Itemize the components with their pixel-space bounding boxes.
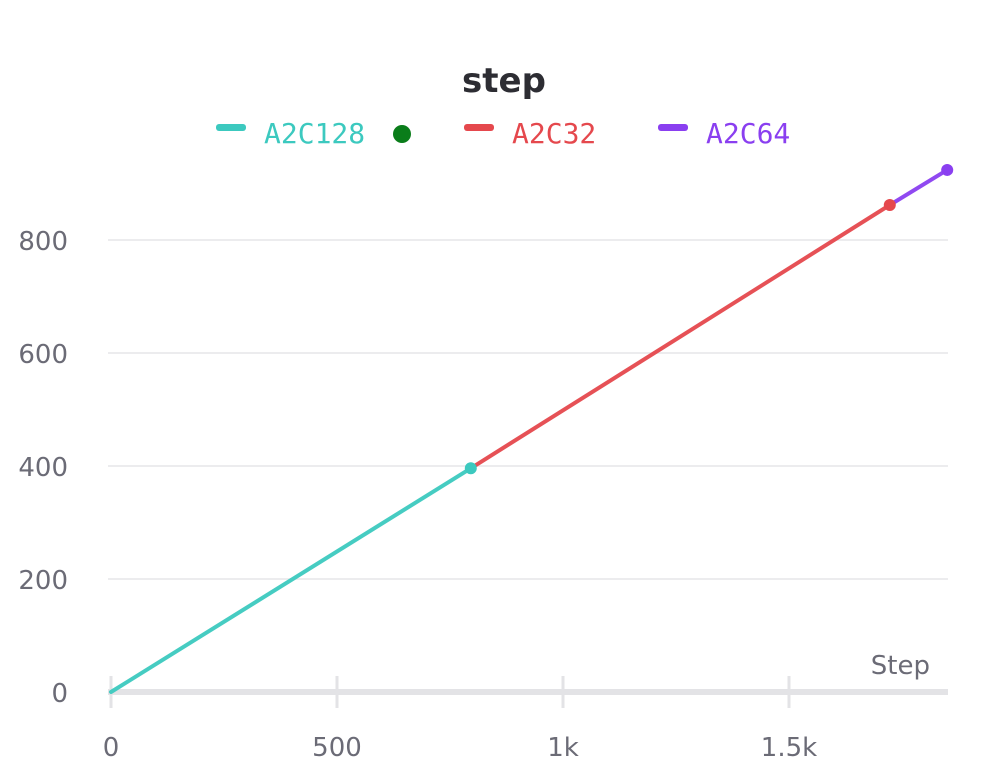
y-tick-label: 600 <box>18 340 68 370</box>
x-tick-label: 1.5k <box>761 733 817 763</box>
legend: A2C128 A2C32 A2C64 <box>216 117 790 150</box>
x-tick-label: 1k <box>547 733 579 763</box>
y-tick-label: 200 <box>18 566 68 596</box>
y-tick-label: 0 <box>51 679 68 709</box>
series-line-a2c32 <box>468 203 892 471</box>
x-axis-label: Step <box>871 651 930 681</box>
series-endpoint-a2c32 <box>883 198 896 211</box>
y-tick-label: 400 <box>18 453 68 483</box>
y-tick-label: 800 <box>18 227 68 257</box>
series-endpoint-a2c128 <box>464 462 477 475</box>
series-line-a2c128 <box>109 466 473 694</box>
series-line-a2c64 <box>887 167 950 207</box>
series-endpoint-a2c64 <box>941 163 954 176</box>
chart-title: step <box>462 61 546 101</box>
legend-swatch-a2c32 <box>464 124 494 131</box>
grid-lines <box>108 239 948 580</box>
x-tick-label: 0 <box>103 733 120 763</box>
legend-status-dot <box>393 125 411 143</box>
series-layer <box>109 163 954 694</box>
x-tick-label: 500 <box>312 733 362 763</box>
legend-label-a2c32: A2C32 <box>512 117 596 150</box>
legend-swatch-a2c128 <box>216 124 246 131</box>
legend-label-a2c64: A2C64 <box>706 117 790 150</box>
y-axis: 0 200 400 600 800 <box>18 227 68 709</box>
x-axis: 0 500 1k 1.5k <box>103 676 948 763</box>
legend-label-a2c128: A2C128 <box>264 117 365 150</box>
legend-swatch-a2c64 <box>658 124 688 131</box>
